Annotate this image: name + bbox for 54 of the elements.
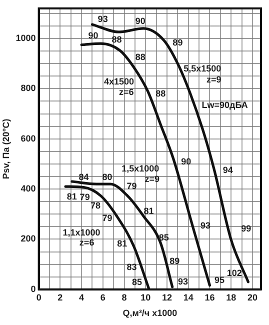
annotation: z=6 <box>79 238 94 248</box>
annotation: 5,5x1500 <box>184 64 222 74</box>
x-tick-label: 8 <box>122 292 127 302</box>
annotation: 93 <box>178 276 188 286</box>
annotation: z=9 <box>144 174 160 184</box>
annotation: 85 <box>132 277 142 288</box>
x-tick-label: 12 <box>162 292 172 302</box>
annotation: 88 <box>156 88 166 98</box>
annotation: 99 <box>241 223 252 234</box>
y-tick-label: 0 <box>30 284 36 294</box>
annotation: 93 <box>98 14 108 24</box>
y-axis-title: Psv, Па (20°C) <box>0 118 11 180</box>
x-tick-label: 16 <box>204 292 215 302</box>
annotation: 93 <box>200 220 210 231</box>
annotation: 94 <box>222 165 233 176</box>
annotation: 88 <box>112 34 122 45</box>
annotation: 81 <box>117 238 128 249</box>
x-tick-label: 20 <box>247 292 258 302</box>
annotation: 90 <box>88 30 98 41</box>
annotation: 1,5x1000 <box>122 163 160 174</box>
x-tick-label: 18 <box>226 292 236 302</box>
y-tick-label: 600 <box>20 133 36 144</box>
annotation: 78 <box>90 200 100 210</box>
annotation: z=6 <box>118 87 134 98</box>
x-tick-label: 2 <box>58 292 63 302</box>
annotation: 95 <box>214 274 224 285</box>
y-tick-label: 200 <box>20 234 36 244</box>
annotation: 102 <box>226 268 242 278</box>
annotation: 79 <box>126 180 137 191</box>
x-tick-label: 6 <box>100 292 106 302</box>
y-tick-label: 1000 <box>16 32 36 43</box>
y-tick-label: 400 <box>20 184 36 194</box>
annotation: 85 <box>158 232 169 242</box>
annotation: 83 <box>126 262 137 272</box>
annotation: 88 <box>135 52 146 62</box>
annotation: 81 <box>144 206 154 216</box>
y-tick-label: 800 <box>20 83 36 94</box>
annotation: 79 <box>102 212 112 223</box>
annotation: 90 <box>181 156 192 166</box>
x-tick-label: 10 <box>140 292 151 302</box>
annotation: 81 <box>66 191 77 202</box>
x-tick-label: 14 <box>183 292 194 302</box>
annotation: 90 <box>135 16 146 26</box>
annotation: 4x1500 <box>104 76 134 87</box>
annotation: 1,1x1000 <box>62 227 100 238</box>
x-tick-label: 4 <box>79 292 84 302</box>
annotation: 84 <box>78 172 89 182</box>
annotation: 89 <box>170 256 180 266</box>
annotation: 79 <box>80 192 90 202</box>
annotation: z=9 <box>206 74 222 84</box>
annotation: 80 <box>102 172 112 182</box>
annotation: 89 <box>172 37 183 48</box>
x-axis-title: Q,м³/ч x1000 <box>122 308 178 318</box>
annotation: Lw=90дБА <box>202 100 248 110</box>
